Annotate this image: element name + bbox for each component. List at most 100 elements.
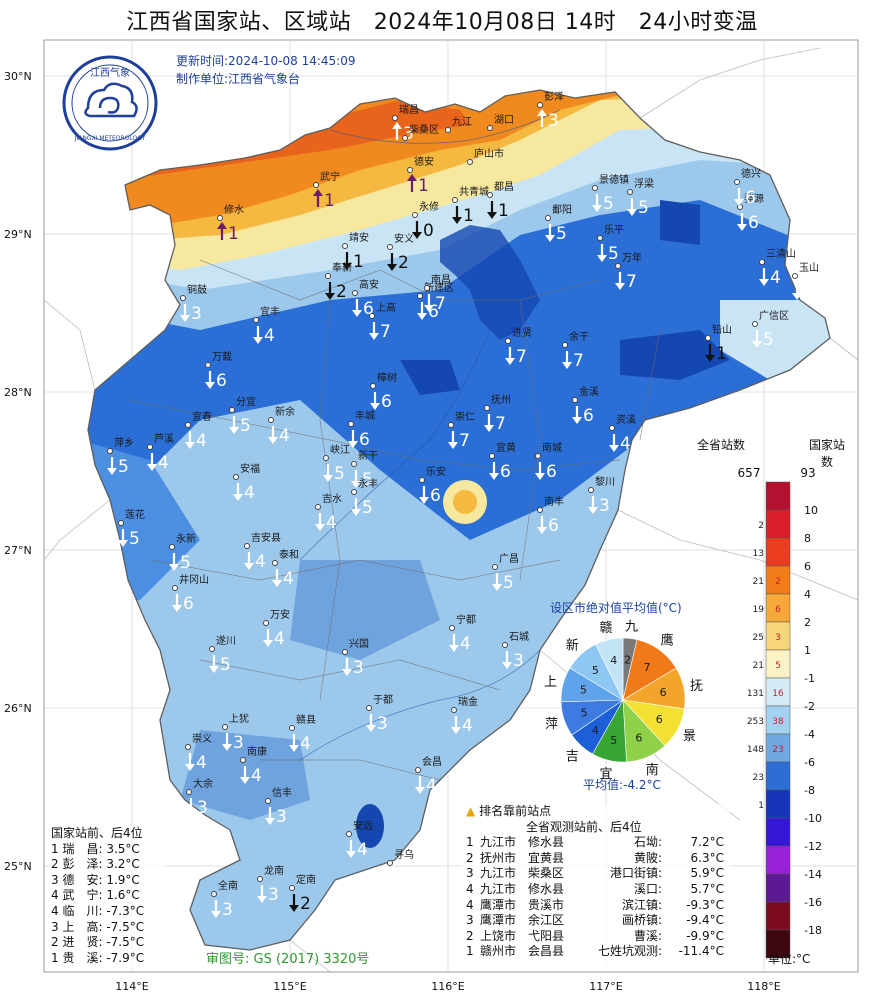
- station-value: 3: [222, 900, 233, 920]
- station: 寻乌 3: [387, 848, 414, 889]
- station-name: 永丰: [358, 477, 378, 490]
- colorbar-label: -8: [804, 784, 815, 797]
- station-name: 莲花: [125, 508, 145, 521]
- station-name: 靖安: [349, 231, 369, 244]
- station-value: 2: [300, 894, 311, 914]
- station-name: 修水: [224, 203, 244, 216]
- station: 安福 4: [233, 462, 260, 503]
- station: 上 高:: [62, 919, 103, 934]
- station-value: 7: [459, 431, 470, 451]
- station-value: 5: [240, 416, 251, 436]
- colorbar-unit: 单位:°C: [768, 952, 811, 966]
- station: 进 贤:: [62, 935, 103, 950]
- all-rank-row: 4 九江市 修水县 溪口: 5.7°C: [466, 881, 724, 896]
- colorbar-label: -1: [804, 672, 815, 685]
- station-value: 4: [274, 629, 285, 649]
- station-name: 万安: [270, 608, 290, 621]
- station: 萍乡 5: [107, 437, 134, 477]
- station: 吉水 4: [315, 493, 342, 533]
- station-name: 定南: [296, 873, 316, 886]
- jiangxi-meteorology-logo: 江西气象 JIANGXI METEOROLOGY: [62, 55, 158, 151]
- station: 九江: [445, 116, 472, 133]
- station-name: 寻乌: [394, 848, 414, 861]
- station-value: 4: [255, 552, 266, 572]
- station-name: 龙南: [264, 864, 284, 877]
- pie-value-label: 5: [592, 664, 599, 677]
- pie-slice: [595, 637, 624, 701]
- station-value: 3: [353, 658, 364, 678]
- value: -7.5°C: [106, 919, 145, 934]
- rank: 2: [51, 935, 59, 950]
- station: 奉新 2: [325, 261, 352, 302]
- station-name: 瑞昌: [399, 104, 419, 116]
- station: 安远 4: [346, 819, 373, 860]
- colorbar-segment: [765, 537, 791, 567]
- colorbar-label: 8: [804, 532, 811, 545]
- pie-value-label: 5: [581, 707, 588, 720]
- national-rank-row: 2 彭 泽: 3.2°C: [48, 857, 166, 873]
- station-value: 3: [377, 714, 388, 734]
- value: 3.5°C: [106, 841, 140, 856]
- colorbar-all-count: 1: [758, 801, 764, 811]
- station: 樟树 6: [370, 371, 397, 412]
- station: 石城 3: [502, 631, 529, 671]
- station: 彭泽 3: [537, 90, 564, 131]
- colorbar-label: -14: [804, 868, 822, 881]
- station: 宜春 4: [185, 410, 212, 451]
- station-value: 5: [334, 464, 345, 484]
- station-value: 0: [423, 221, 434, 241]
- national-rank-row: 3 上 高: -7.5°C: [48, 920, 166, 936]
- station: 金溪 6: [572, 385, 599, 426]
- station: 分宜 5: [229, 395, 256, 436]
- station: 全南 3: [211, 879, 238, 920]
- colorbar-segment: [765, 565, 791, 595]
- station: 兴国 3: [342, 638, 369, 678]
- station-value: 6: [381, 392, 392, 412]
- station: 临 川:: [62, 903, 103, 918]
- station: 乐安 6: [419, 465, 446, 506]
- station: 南康 4: [240, 745, 267, 786]
- colorbar-all-count: 25: [753, 633, 764, 643]
- colorbar-all-count: 21: [753, 577, 764, 587]
- station-name: 余干: [569, 330, 589, 343]
- station-value: 4: [251, 766, 262, 786]
- colorbar-segment: [765, 789, 791, 819]
- pie-value-label: 7: [644, 661, 651, 674]
- station-name: 兴国: [349, 638, 369, 650]
- colorbar-segment: [765, 929, 791, 959]
- national-rank-row: 2 进 贤: -7.5°C: [48, 935, 166, 951]
- station-name: 湖口: [494, 114, 514, 126]
- pie-title: 设区市绝对值平均值(°C): [550, 601, 682, 615]
- station-value: 6: [748, 213, 759, 233]
- value: 1.9°C: [106, 872, 140, 887]
- top-stations-legend: ▲ 排名靠前站点: [466, 804, 552, 818]
- station: 黎川 3: [588, 475, 615, 516]
- colorbar-label: 6: [804, 560, 811, 573]
- station-name: 赣县: [296, 713, 316, 726]
- station-name: 宜黄: [496, 441, 516, 454]
- pie-city-label: 鹰: [661, 632, 674, 648]
- colorbar-segment: [765, 593, 791, 623]
- station: 婺源 6: [737, 192, 764, 233]
- station-value: 7: [573, 351, 584, 371]
- station-value: 3: [403, 124, 414, 144]
- colorbar-segment: [765, 761, 791, 791]
- all-rank-row: 3 鹰潭市 余江区 画桥镇: -9.4°C: [466, 913, 724, 928]
- station: 信丰 3: [265, 786, 292, 827]
- station: 万年 7: [615, 251, 642, 292]
- colorbar-segment: [765, 901, 791, 931]
- station-name: 吉安县: [251, 531, 281, 544]
- station: 永修 0: [412, 200, 439, 241]
- station-name: 资溪: [616, 414, 636, 426]
- station: 彭 泽:: [62, 857, 103, 872]
- station: 鄱阳 5: [545, 203, 572, 244]
- pie-value-label: 6: [635, 732, 642, 745]
- station-value: 5: [362, 470, 373, 490]
- station-name: 宜春: [192, 410, 212, 423]
- station: 靖安 1: [342, 231, 369, 272]
- station-value: 6: [430, 486, 441, 506]
- station: 遂川 5: [209, 634, 236, 675]
- station-name: 南昌: [431, 273, 451, 286]
- county-boundaries: [129, 259, 661, 781]
